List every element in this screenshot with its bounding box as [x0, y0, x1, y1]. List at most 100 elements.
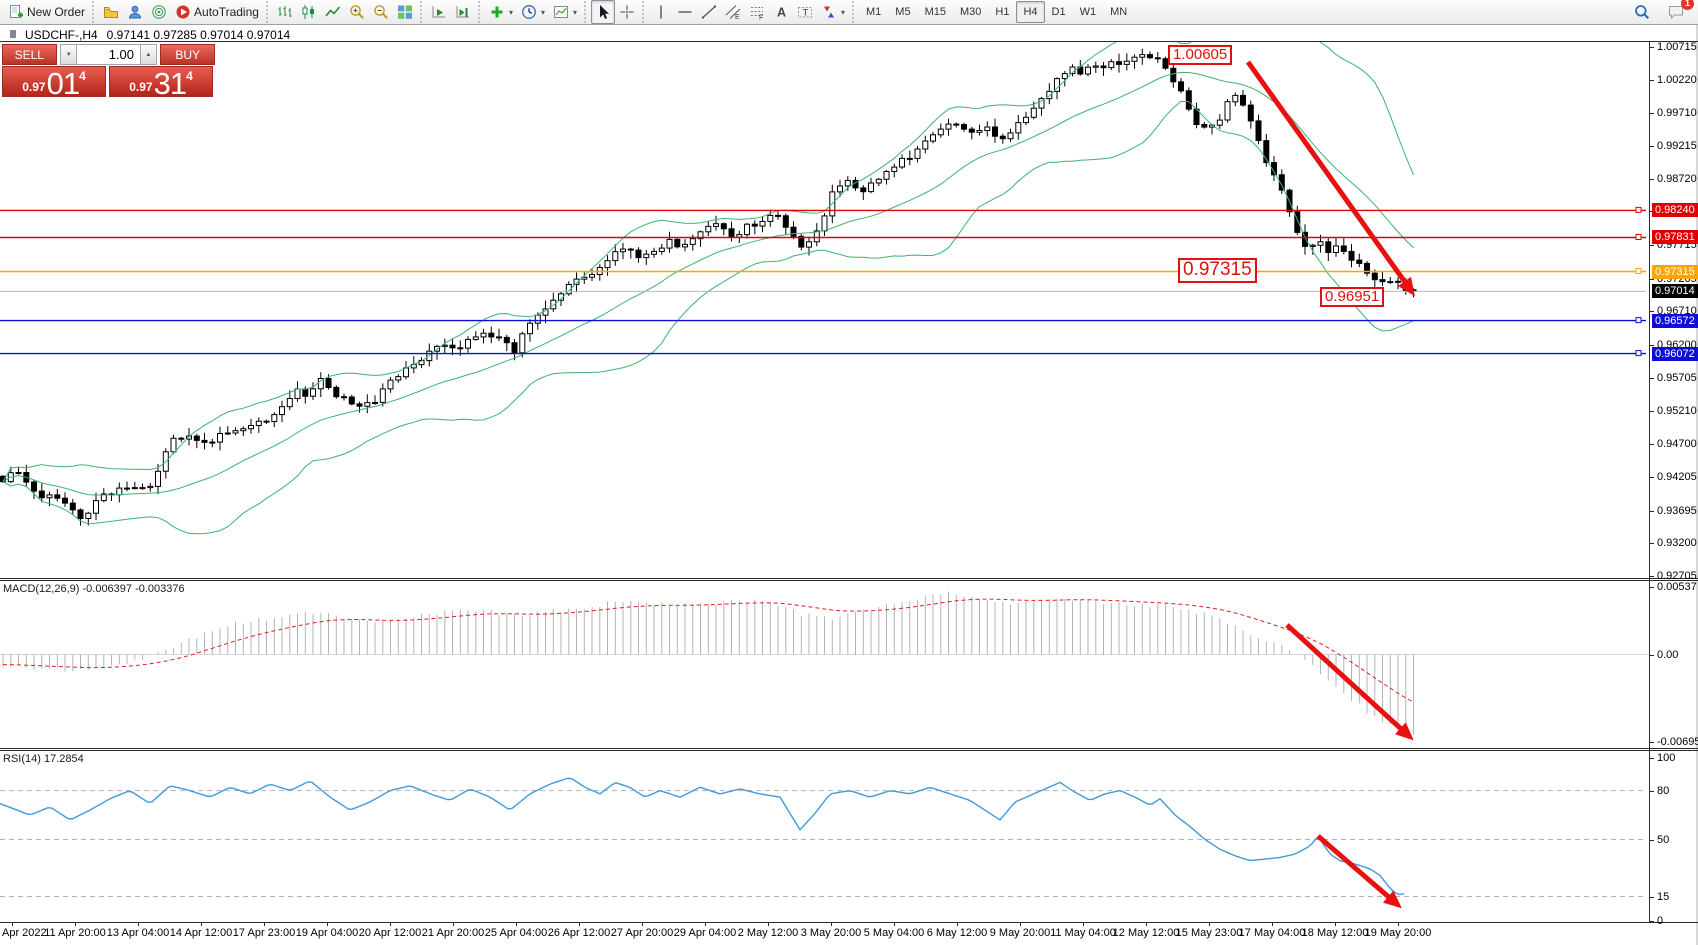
timeframe-m1[interactable]: M1: [866, 6, 882, 18]
time-axis-label[interactable]: 17 May 04:00: [1238, 927, 1306, 939]
zoom-out-icon[interactable]: [369, 0, 393, 24]
price-line-badge[interactable]: 0.97315: [1652, 264, 1698, 279]
vertical-line-icon[interactable]: [649, 0, 673, 24]
volume-input[interactable]: [77, 44, 140, 65]
time-axis-label[interactable]: 15 May 23:00: [1175, 927, 1243, 939]
periods-icon[interactable]: ▾: [517, 0, 549, 24]
time-axis-label[interactable]: 20 Apr 12:00: [358, 927, 422, 939]
time-axis-label[interactable]: 6 May 12:00: [926, 927, 988, 939]
buy-price[interactable]: 0.97 31 4: [109, 65, 213, 101]
red-arrow[interactable]: [1316, 834, 1402, 909]
fibonacci-icon[interactable]: F: [745, 0, 769, 24]
time-axis-label[interactable]: 17 Apr 23:00: [232, 927, 296, 939]
time-axis-label[interactable]: 29 Apr 04:00: [673, 927, 737, 939]
main-price-pane[interactable]: [0, 41, 1649, 578]
trendline-icon[interactable]: [697, 0, 721, 24]
timeframe-m15[interactable]: M15: [924, 6, 946, 18]
time-axis-label[interactable]: 25 Apr 04:00: [484, 927, 548, 939]
time-axis-label[interactable]: 12 May 12:00: [1112, 927, 1180, 939]
notifications-icon[interactable]: 1: [1664, 0, 1694, 24]
time-axis-tick: [138, 922, 139, 926]
price-annotation[interactable]: 0.96951: [1320, 287, 1385, 308]
red-arrow[interactable]: [1245, 60, 1415, 297]
rsi-pane[interactable]: [0, 751, 1649, 922]
time-axis-label[interactable]: 27 Apr 20:00: [610, 927, 674, 939]
timeframe-d1[interactable]: D1: [1051, 6, 1066, 18]
time-axis-label[interactable]: 26 Apr 12:00: [547, 927, 611, 939]
bar-chart-icon[interactable]: [273, 0, 297, 24]
auto-scroll-icon[interactable]: [427, 0, 451, 24]
chart-shift-icon[interactable]: [451, 0, 475, 24]
price-tick-label: 1.00220: [1657, 73, 1697, 86]
time-axis-label[interactable]: 14 Apr 12:00: [169, 927, 233, 939]
time-axis-label[interactable]: 11 Apr 20:00: [44, 927, 106, 939]
indicators-icon-dropdown[interactable]: ▾: [508, 7, 513, 17]
arrows-icon[interactable]: ▾: [817, 0, 849, 24]
current-price-badge[interactable]: 0.97014: [1652, 284, 1698, 299]
arrows-icon-dropdown[interactable]: ▾: [841, 7, 846, 17]
indicators-icon[interactable]: ▾: [485, 0, 517, 24]
time-axis-label[interactable]: 3 May 20:00: [800, 927, 862, 939]
timeframe-h4[interactable]: H4: [1016, 1, 1045, 23]
price-tick-label: 0.94205: [1657, 470, 1697, 483]
price-line-badge[interactable]: 0.96572: [1652, 313, 1698, 328]
macd-pane-separator[interactable]: [0, 578, 1698, 579]
buy-price-main: 31: [153, 65, 187, 101]
chart-window-icon: [10, 30, 16, 38]
time-axis-label[interactable]: 2 May 12:00: [737, 927, 799, 939]
timeframe-m5[interactable]: M5: [895, 6, 911, 18]
profiles-icon[interactable]: [99, 0, 123, 24]
time-axis-label[interactable]: Apr 2022: [2, 927, 47, 939]
templates-icon-dropdown[interactable]: ▾: [572, 7, 577, 17]
price-annotation[interactable]: 1.00605: [1168, 45, 1233, 66]
timeframe-m30[interactable]: M30: [959, 6, 982, 18]
signals-icon[interactable]: [147, 0, 171, 24]
time-axis-label[interactable]: 19 Apr 04:00: [295, 927, 359, 939]
rsi-pane-separator[interactable]: [0, 748, 1698, 749]
candlestick-chart-icon[interactable]: [297, 0, 321, 24]
line-chart-icon[interactable]: [321, 0, 345, 24]
red-arrow[interactable]: [1285, 623, 1414, 741]
horizontal-line-icon[interactable]: [673, 0, 697, 24]
time-axis-label[interactable]: 19 May 20:00: [1364, 927, 1432, 939]
price-line-badge[interactable]: 0.97831: [1652, 230, 1698, 245]
community-icon[interactable]: [123, 0, 147, 24]
cursor-icon[interactable]: [591, 0, 615, 24]
autotrading-button[interactable]: AutoTrading: [171, 0, 263, 24]
price-annotation[interactable]: 0.97315: [1178, 258, 1257, 283]
search-icon[interactable]: [1630, 0, 1654, 24]
price-line-badge[interactable]: 0.96072: [1652, 346, 1698, 361]
time-axis-label[interactable]: 11 May 04:00: [1050, 927, 1116, 939]
trendline-icon: [701, 4, 717, 20]
macd-axis-tick: [1649, 741, 1654, 743]
time-axis-label[interactable]: 21 Apr 20:00: [421, 927, 485, 939]
time-axis-label[interactable]: 5 May 04:00: [863, 927, 925, 939]
time-axis-tick: [201, 922, 202, 926]
time-axis-label[interactable]: 13 Apr 04:00: [106, 927, 170, 939]
price-line-badge[interactable]: 0.98240: [1652, 203, 1698, 218]
line-chart-icon: [325, 4, 341, 20]
volume-decrease-button[interactable]: ▼: [60, 44, 77, 65]
time-axis-label[interactable]: 9 May 20:00: [989, 927, 1051, 939]
new-order-button[interactable]: New Order: [4, 0, 89, 24]
sell-button[interactable]: SELL: [2, 44, 57, 65]
crosshair-icon[interactable]: [615, 0, 639, 24]
price-axis-tick: [1649, 377, 1654, 379]
sell-price[interactable]: 0.97 01 4: [2, 66, 106, 99]
volume-increase-button[interactable]: ▲: [140, 44, 157, 65]
buy-button[interactable]: BUY: [160, 44, 215, 65]
channel-icon[interactable]: E: [721, 0, 745, 24]
templates-icon[interactable]: ▾: [549, 0, 581, 24]
text-icon[interactable]: A: [769, 0, 793, 24]
zoom-in-icon[interactable]: [345, 0, 369, 24]
time-axis-label[interactable]: 18 May 12:00: [1301, 927, 1369, 939]
periods-icon-dropdown[interactable]: ▾: [540, 7, 545, 17]
macd-pane[interactable]: [0, 581, 1649, 748]
timeframe-w1[interactable]: W1: [1079, 6, 1097, 18]
profiles-icon: [103, 4, 119, 20]
tile-windows-icon[interactable]: [393, 0, 417, 24]
timeframe-h1[interactable]: H1: [995, 6, 1010, 18]
timeframe-mn[interactable]: MN: [1110, 6, 1128, 18]
label-icon[interactable]: T: [793, 0, 817, 24]
channel-icon: E: [725, 4, 741, 20]
